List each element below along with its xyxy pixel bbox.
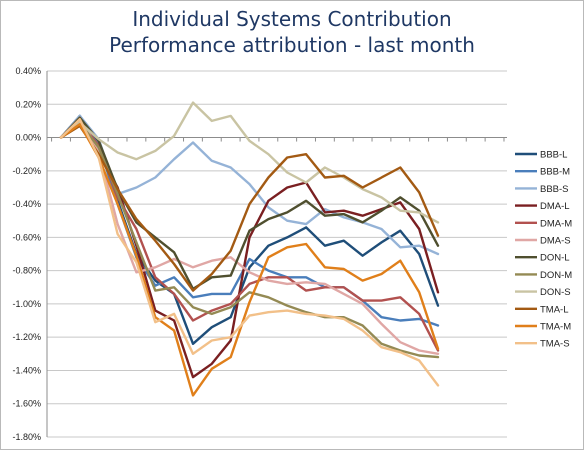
- series-line-don-m: [59, 121, 440, 359]
- y-tick-label: -0.40%: [12, 199, 41, 209]
- axes: [46, 71, 507, 437]
- legend-label-dma-m: DMA-M: [540, 218, 572, 229]
- chart-title: Individual Systems Contribution: [132, 7, 452, 31]
- y-tick-label: -1.00%: [12, 299, 41, 309]
- series-lines: [59, 101, 440, 397]
- y-tick-label: -0.60%: [12, 232, 41, 242]
- y-tick-label: -1.80%: [12, 432, 41, 442]
- y-tick-label: -0.20%: [12, 166, 41, 176]
- legend-label-dma-l: DMA-L: [540, 201, 570, 212]
- legend: BBB-L BBB-M BBB-S DMA-L DMA-M DMA-S DON-L DON-M…: [515, 150, 572, 350]
- y-tick-label: 0.00%: [15, 133, 41, 143]
- series-line-tma-l: [59, 124, 440, 292]
- y-tick-label: 0.40%: [15, 66, 41, 76]
- series-line-don-s: [59, 101, 440, 224]
- series-line-tma-m: [59, 122, 440, 397]
- legend-label-don-m: DON-M: [540, 270, 572, 281]
- series-line-tma-s: [59, 117, 440, 387]
- series-line-dma-s: [59, 116, 440, 355]
- legend-label-tma-l: TMA-L: [540, 304, 569, 315]
- y-tick-label: -1.20%: [12, 332, 41, 342]
- y-tick-label: 0.20%: [15, 99, 41, 109]
- series-line-dma-l: [59, 122, 440, 379]
- legend-label-bbb-l: BBB-L: [540, 150, 567, 161]
- y-axis-tick-labels: 0.40% 0.20% 0.00% -0.20% -0.40% -0.60% -0.80% -…: [12, 66, 41, 442]
- legend-label-bbb-m: BBB-M: [540, 167, 570, 178]
- series-line-bbb-s: [59, 114, 440, 256]
- y-tick-label: -1.60%: [12, 399, 41, 409]
- legend-label-don-l: DON-L: [540, 253, 570, 264]
- y-tick-label: -1.40%: [12, 365, 41, 375]
- legend-label-don-s: DON-S: [540, 287, 571, 298]
- legend-label-dma-s: DMA-S: [540, 236, 571, 247]
- chart-title-block: Individual Systems Contribution Performa…: [0, 6, 584, 58]
- y-tick-label: -0.80%: [12, 266, 41, 276]
- legend-label-bbb-s: BBB-S: [540, 184, 569, 195]
- chart-subtitle: Performance attribution - last month: [109, 33, 475, 57]
- legend-label-tma-s: TMA-S: [540, 339, 570, 350]
- legend-label-tma-m: TMA-M: [540, 322, 571, 333]
